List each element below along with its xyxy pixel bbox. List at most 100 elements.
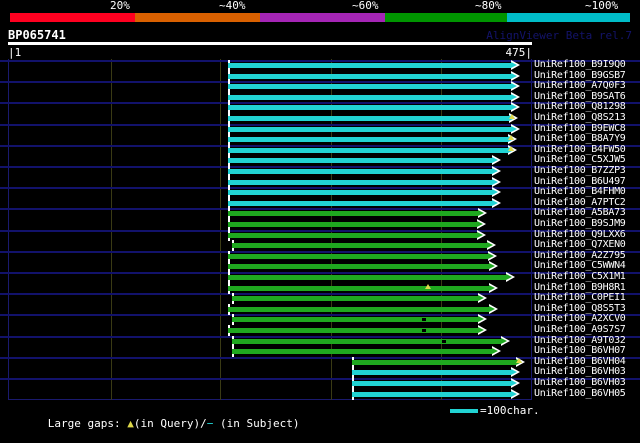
alignment-hit-row[interactable] xyxy=(0,335,640,347)
subject-label[interactable]: UniRef100_B6VH03 xyxy=(534,377,626,388)
hit-bar[interactable] xyxy=(228,147,508,153)
hit-bar[interactable] xyxy=(352,359,516,365)
subject-label[interactable]: UniRef100_A7PTC2 xyxy=(534,196,626,208)
subject-label[interactable]: UniRef100_B6VH03 xyxy=(534,366,626,378)
subject-label[interactable]: UniRef100_A7Q0F3 xyxy=(534,80,626,92)
alignment-hit-row[interactable] xyxy=(0,367,640,379)
alignment-hit-row[interactable] xyxy=(0,81,640,93)
subject-label[interactable]: UniRef100_B4FHM0 xyxy=(534,186,626,198)
hit-bar[interactable] xyxy=(228,200,492,206)
gridline-0 xyxy=(111,59,112,400)
subject-label[interactable]: UniRef100_B9GSB7 xyxy=(534,69,626,81)
hit-bar[interactable] xyxy=(228,84,511,90)
alignment-hit-row[interactable] xyxy=(0,303,640,315)
alignment-hit-row[interactable] xyxy=(0,70,640,82)
alignment-hit-row[interactable] xyxy=(0,346,640,358)
alignment-hit-row[interactable] xyxy=(0,134,640,146)
subject-label[interactable]: UniRef100_C0PEI1 xyxy=(534,292,626,304)
alignment-hit-row[interactable] xyxy=(0,272,640,283)
alignment-hit-row[interactable] xyxy=(0,282,640,294)
hit-bar[interactable] xyxy=(228,169,492,174)
scale-swatch-icon xyxy=(450,408,478,413)
alignment-hit-row[interactable] xyxy=(0,229,640,241)
identity-segment-red xyxy=(10,13,135,22)
hit-bar[interactable] xyxy=(232,338,501,344)
alignment-hit-row[interactable] xyxy=(0,356,640,368)
subject-label[interactable]: UniRef100_B9I9Q0 xyxy=(534,59,626,70)
hit-bar[interactable] xyxy=(232,243,487,249)
alignment-hit-row[interactable] xyxy=(0,176,640,188)
alignment-hit-row[interactable] xyxy=(0,155,640,167)
hit-bar[interactable] xyxy=(352,370,511,376)
hit-bar[interactable] xyxy=(352,391,511,397)
alignment-hit-row[interactable] xyxy=(0,219,640,230)
hit-bar[interactable] xyxy=(228,105,511,111)
hit-bar[interactable] xyxy=(232,317,478,323)
hit-bar[interactable] xyxy=(228,190,492,196)
subject-label[interactable]: UniRef100_B8A7Y9 xyxy=(534,133,626,145)
subject-label[interactable]: UniRef100_B6U497 xyxy=(534,175,626,187)
hit-bar[interactable] xyxy=(232,296,478,302)
hit-bar[interactable] xyxy=(228,306,489,312)
subject-label[interactable]: UniRef100_A2Z795 xyxy=(534,249,626,261)
hit-bar[interactable] xyxy=(228,285,489,291)
hit-bar[interactable] xyxy=(228,73,511,79)
hit-bar[interactable] xyxy=(228,232,477,238)
subject-label[interactable]: UniRef100_Q7XEN0 xyxy=(534,239,626,251)
hit-bar[interactable] xyxy=(232,349,492,355)
subject-label[interactable]: UniRef100_A9S7S7 xyxy=(534,324,626,335)
alignment-hit-row[interactable] xyxy=(0,102,640,114)
alignment-hit-row[interactable] xyxy=(0,60,640,71)
alignment-hit-row[interactable] xyxy=(0,166,640,177)
subject-label[interactable]: UniRef100_Q8S5T3 xyxy=(534,302,626,314)
hit-bar[interactable] xyxy=(228,275,506,280)
subject-label[interactable]: UniRef100_A5BA73 xyxy=(534,207,626,219)
hit-bar[interactable] xyxy=(228,222,477,227)
hit-bar[interactable] xyxy=(228,137,508,143)
hit-bar[interactable] xyxy=(228,158,492,164)
subject-label[interactable]: UniRef100_Q8S213 xyxy=(534,112,626,123)
subject-label[interactable]: UniRef100_Q81298 xyxy=(534,101,626,113)
subject-label[interactable]: UniRef100_B9SJM9 xyxy=(534,218,626,229)
subject-label[interactable]: UniRef100_C5X1M1 xyxy=(534,271,626,282)
subject-label[interactable]: UniRef100_B9SAT6 xyxy=(534,90,626,102)
hit-bar[interactable] xyxy=(352,381,511,386)
subject-label[interactable]: UniRef100_C5WWN4 xyxy=(534,260,626,272)
hit-bar[interactable] xyxy=(228,63,511,68)
alignment-hit-row[interactable] xyxy=(0,378,640,389)
subject-label[interactable]: UniRef100_B6VH04 xyxy=(534,355,626,367)
alignment-hit-row[interactable] xyxy=(0,388,640,400)
hit-bar[interactable] xyxy=(228,179,492,185)
subject-label[interactable]: UniRef100_B6VH07 xyxy=(534,345,626,357)
alignment-hit-row[interactable] xyxy=(0,314,640,326)
subject-label[interactable]: UniRef100_Q9LXX6 xyxy=(534,228,626,240)
alignment-hit-row[interactable] xyxy=(0,250,640,262)
hit-bar[interactable] xyxy=(228,211,478,217)
subject-label[interactable]: UniRef100_B9H8R1 xyxy=(534,281,626,293)
subject-label[interactable]: UniRef100_B9EWC8 xyxy=(534,122,626,134)
subject-label[interactable]: UniRef100_B4FW50 xyxy=(534,143,626,155)
alignment-hit-row[interactable] xyxy=(0,293,640,305)
hit-bar[interactable] xyxy=(228,94,511,100)
subject-label[interactable]: UniRef100_B7ZZP3 xyxy=(534,165,626,176)
alignment-hit-row[interactable] xyxy=(0,187,640,199)
hit-bar[interactable] xyxy=(228,116,509,121)
alignment-hit-row[interactable] xyxy=(0,91,640,103)
subject-label[interactable]: UniRef100_A2XCV0 xyxy=(534,313,626,325)
alignment-hit-row[interactable] xyxy=(0,197,640,209)
gap-in-subject-marker-icon xyxy=(442,339,446,343)
subject-label[interactable]: UniRef100_B6VH05 xyxy=(534,387,626,399)
subject-label[interactable]: UniRef100_C5XJW5 xyxy=(534,154,626,166)
hit-bar[interactable] xyxy=(228,126,511,132)
hit-bar[interactable] xyxy=(228,328,478,333)
alignment-hit-row[interactable] xyxy=(0,261,640,273)
hit-bar[interactable] xyxy=(228,253,488,259)
alignment-hit-row[interactable] xyxy=(0,113,640,124)
alignment-hit-row[interactable] xyxy=(0,208,640,220)
alignment-hit-row[interactable] xyxy=(0,240,640,252)
alignment-hit-row[interactable] xyxy=(0,123,640,135)
hit-bar[interactable] xyxy=(228,264,489,270)
alignment-hit-row[interactable] xyxy=(0,144,640,156)
alignment-hit-row[interactable] xyxy=(0,325,640,336)
subject-label[interactable]: UniRef100_A9T032 xyxy=(534,334,626,346)
